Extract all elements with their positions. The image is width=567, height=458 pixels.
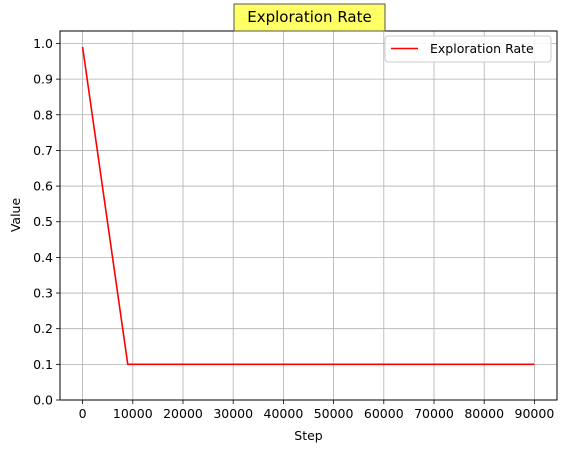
- x-tick-label: 90000: [515, 406, 555, 421]
- y-tick-label: 0.5: [33, 214, 53, 229]
- x-tick-label: 10000: [113, 406, 153, 421]
- y-tick-label: 1.0: [33, 36, 53, 51]
- legend-box: [384, 35, 552, 63]
- y-tick-label: 0.8: [33, 107, 53, 122]
- title-background: [233, 3, 386, 32]
- x-tick-label: 50000: [314, 406, 354, 421]
- y-tick-label: 0.0: [33, 393, 53, 408]
- y-axis-label: Value: [8, 198, 23, 233]
- legend-label: Exploration Rate: [430, 41, 534, 56]
- x-tick-label: 0: [79, 406, 87, 421]
- series-layer: [81, 46, 535, 366]
- y-tick-label: 0.3: [33, 286, 53, 301]
- y-axis: 0.0 0.1 0.2 0.3 0.4 0.5 0.6 0.7 0.8 0.9 1.0: [33, 36, 60, 408]
- y-tick-label: 0.7: [33, 143, 53, 158]
- x-tick-label: 30000: [213, 406, 253, 421]
- legend: Exploration Rate: [384, 35, 552, 63]
- x-tick-label: 60000: [364, 406, 404, 421]
- y-tick-label: 0.6: [33, 179, 53, 194]
- x-tick-label: 40000: [264, 406, 304, 421]
- y-tick-label: 0.9: [33, 72, 53, 87]
- chart-title: Exploration Rate: [247, 8, 371, 26]
- title-box: Exploration Rate: [233, 3, 386, 32]
- x-axis-label: Step: [294, 428, 323, 443]
- x-axis: 0 10000 20000 30000 40000 50000 60000 70000 8000…: [79, 400, 555, 421]
- y-tick-label: 0.2: [33, 321, 53, 336]
- x-tick-label: 20000: [163, 406, 203, 421]
- y-tick-label: 0.1: [33, 357, 53, 372]
- x-tick-label: 70000: [414, 406, 454, 421]
- series-line-exploration-rate: [81, 46, 535, 366]
- plot-area: [60, 31, 557, 400]
- x-tick-label: 80000: [464, 406, 504, 421]
- y-tick-label: 0.4: [33, 250, 53, 265]
